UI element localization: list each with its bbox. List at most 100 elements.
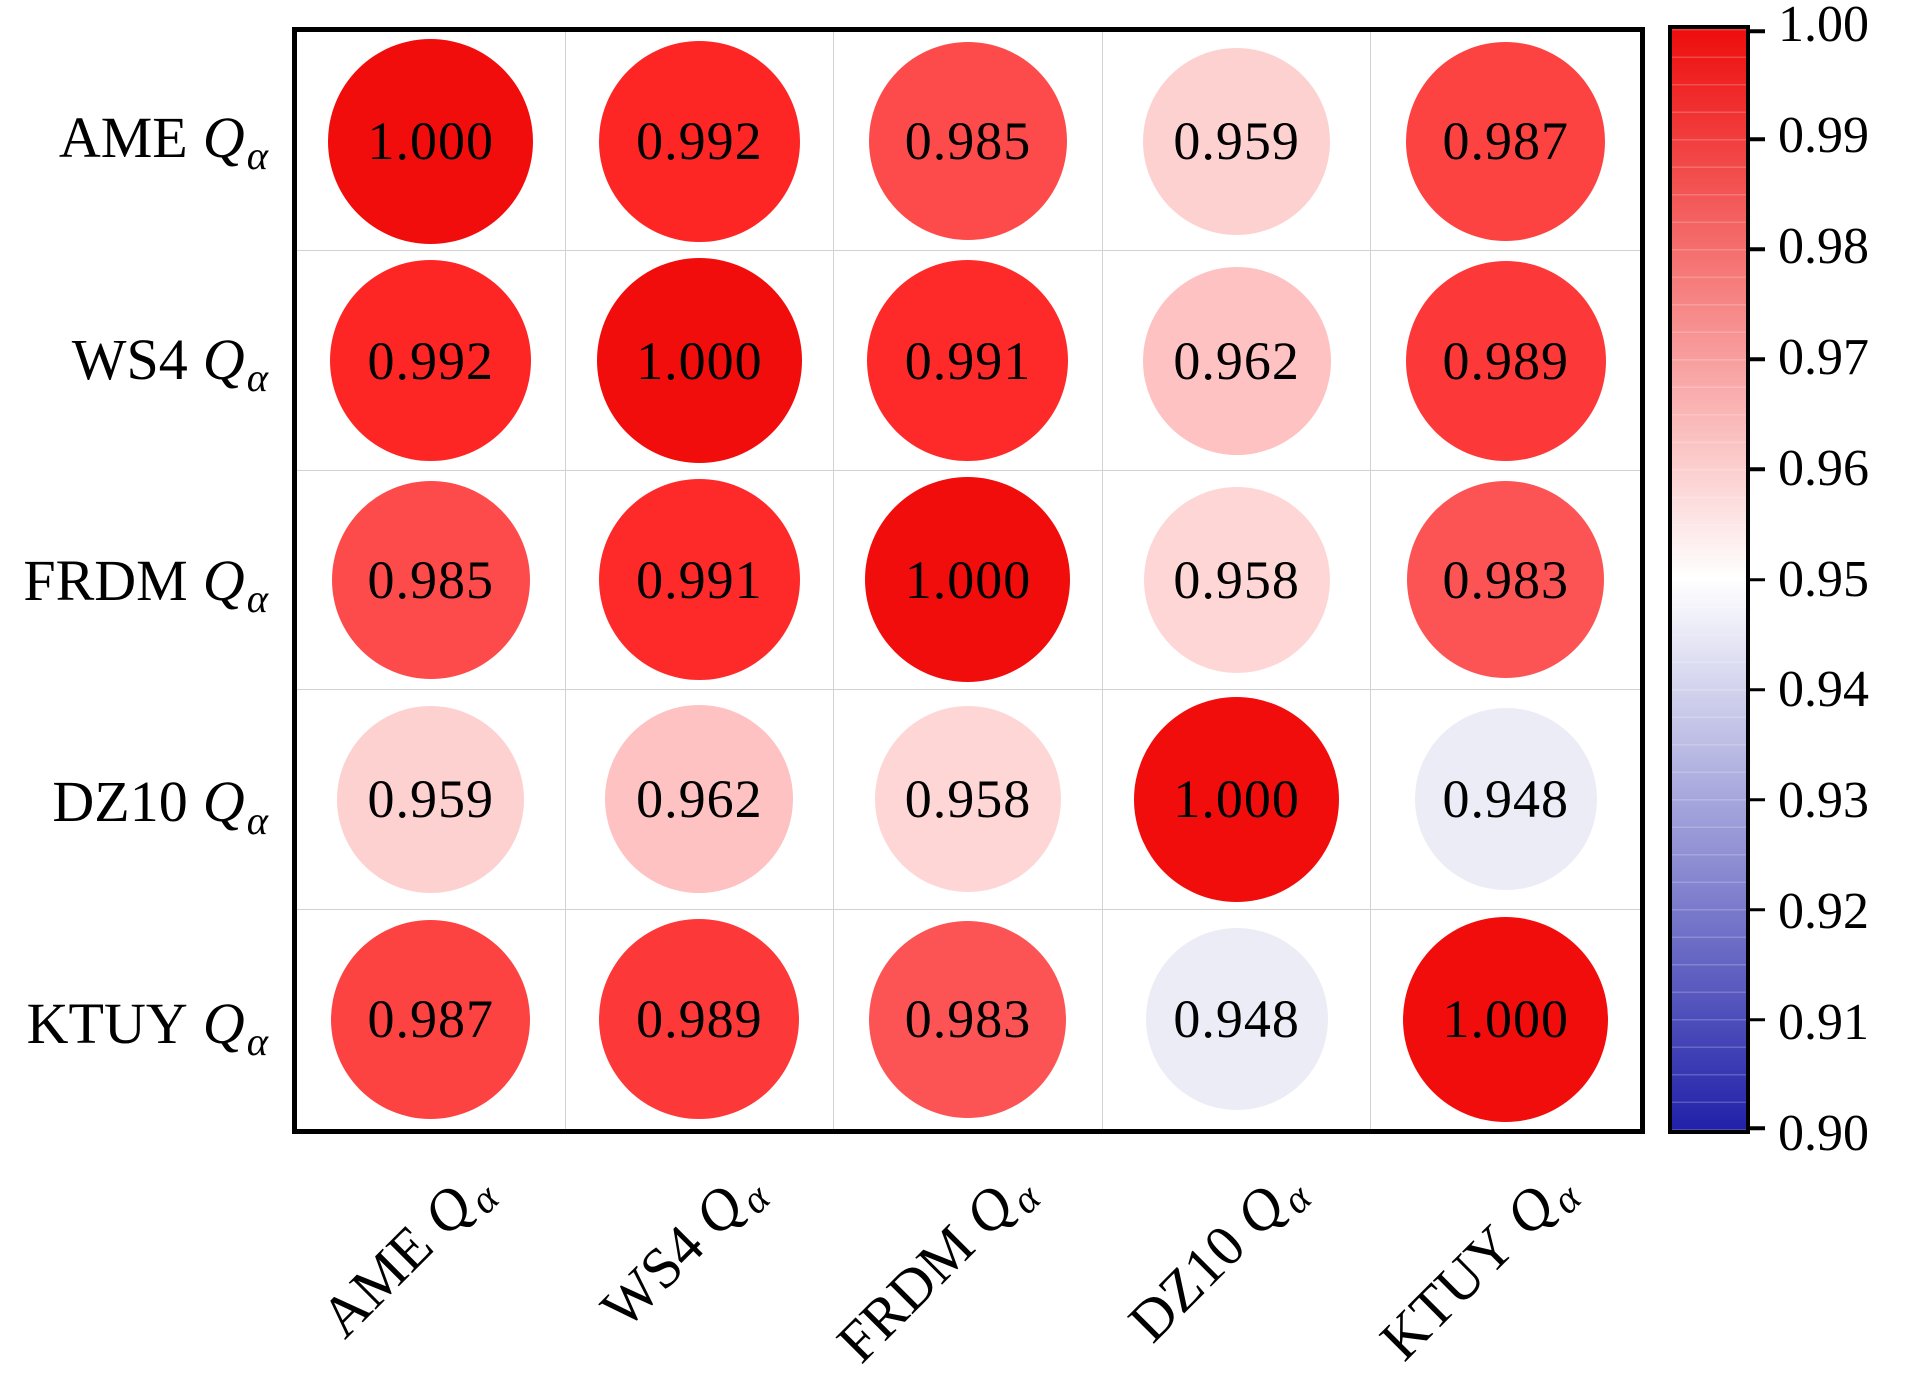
- correlation-value: 0.985: [904, 111, 1032, 172]
- correlation-value: 0.948: [1442, 769, 1569, 830]
- x-axis-label-text: AMEQα: [308, 1156, 508, 1350]
- matrix-cell: 0.962: [1102, 251, 1372, 471]
- q-symbol: Q: [202, 990, 245, 1056]
- y-axis-labels: AME Qα WS4 Qα FRDM Qα DZ10 Qα KTUY Qα: [0, 27, 280, 1134]
- colorbar: [1668, 25, 1765, 1134]
- colorbar-tick: [1746, 1126, 1765, 1130]
- matrix-cell: 0.985: [297, 470, 566, 691]
- correlation-bubble: 0.991: [867, 260, 1069, 462]
- colorbar-tick: [1746, 687, 1765, 692]
- y-axis-label-text: WS4 Qα: [72, 326, 268, 400]
- model-name: AME: [308, 1212, 446, 1350]
- colorbar-tick-label: 1.00: [1778, 0, 1869, 53]
- colorbar-tick: [1746, 797, 1765, 802]
- x-axis-label: FRDMQα: [823, 1155, 1049, 1375]
- correlation-bubble: 0.959: [337, 705, 525, 893]
- correlation-bubble: 0.987: [1406, 41, 1606, 241]
- colorbar-tick: [1746, 29, 1765, 33]
- correlation-value: 1.000: [367, 111, 495, 172]
- correlation-value: 0.983: [904, 989, 1032, 1050]
- correlation-bubble: 0.958: [1143, 486, 1330, 673]
- alpha-subscript: α: [246, 576, 268, 622]
- correlation-bubble: 0.992: [330, 260, 532, 462]
- correlation-bubble: 0.983: [869, 920, 1067, 1118]
- correlation-value: 0.948: [1173, 989, 1300, 1050]
- alpha-subscript: α: [246, 1019, 268, 1064]
- x-axis-labels: AMEQα WS4Qα FRDMQα DZ10Qα KTUYQα: [292, 1139, 1645, 1400]
- x-axis-label-text: WS4Qα: [587, 1156, 779, 1341]
- x-axis-label: KTUYQα: [1367, 1155, 1590, 1373]
- colorbar-tick: [1746, 357, 1765, 362]
- correlation-bubble: 0.989: [599, 919, 800, 1120]
- y-axis-label: DZ10 Qα: [0, 691, 280, 912]
- correlation-value: 0.992: [636, 111, 763, 172]
- y-axis-label: FRDM Qα: [0, 470, 280, 691]
- q-symbol: Q: [202, 326, 245, 392]
- colorbar-tick: [1746, 908, 1765, 912]
- q-symbol: Q: [202, 769, 245, 835]
- colorbar-tick-label: 0.95: [1778, 550, 1869, 608]
- y-axis-label-text: DZ10 Qα: [52, 768, 268, 842]
- colorbar-tick-label: 0.94: [1778, 661, 1869, 719]
- alpha-subscript: α: [246, 133, 268, 179]
- colorbar-tick-label: 0.98: [1778, 217, 1869, 275]
- y-axis-label: KTUY Qα: [0, 913, 280, 1134]
- matrix-cell: 0.962: [565, 690, 835, 910]
- correlation-bubble: 0.983: [1407, 481, 1605, 679]
- correlation-bubble: 0.962: [1142, 266, 1331, 455]
- alpha-subscript: α: [246, 797, 268, 843]
- matrix-cell: 0.989: [1371, 251, 1640, 471]
- correlation-bubble: 0.985: [331, 480, 530, 679]
- colorbar-tick: [1746, 467, 1765, 472]
- y-axis-label-text: FRDM Qα: [23, 547, 268, 621]
- correlation-value: 1.000: [636, 330, 763, 391]
- correlation-bubble: 0.959: [1143, 47, 1331, 235]
- matrix-cell: 0.959: [297, 690, 566, 910]
- alpha-subscript: α: [246, 354, 268, 400]
- model-name: KTUY: [1367, 1212, 1528, 1373]
- correlation-bubble: 0.948: [1414, 708, 1597, 891]
- model-name: FRDM: [824, 1212, 987, 1375]
- colorbar-tick-label: 0.93: [1778, 772, 1869, 830]
- colorbar-tick-label: 0.97: [1778, 328, 1869, 386]
- colorbar-tick: [1746, 1018, 1765, 1022]
- colorbar-tick: [1746, 137, 1765, 141]
- correlation-value: 0.962: [1173, 330, 1300, 391]
- colorbar-tick-label: 0.91: [1778, 994, 1869, 1052]
- y-axis-label-text: KTUY Qα: [27, 990, 268, 1064]
- correlation-bubble: 0.989: [1405, 260, 1606, 461]
- matrix-cell: 0.991: [565, 470, 835, 691]
- correlation-value: 0.958: [904, 769, 1032, 830]
- matrix-cell: 0.948: [1371, 690, 1640, 910]
- matrix-cell: 0.983: [1371, 471, 1640, 691]
- matrix-cell: 1.000: [834, 470, 1103, 691]
- correlation-value: 0.985: [367, 549, 495, 610]
- correlation-bubble: 0.948: [1145, 928, 1328, 1111]
- matrix-cell: 0.989: [566, 909, 835, 1129]
- matrix-cell: 0.958: [834, 690, 1103, 910]
- correlation-matrix-plot: 1.000 0.992 0.985 0.959 0.987 0.992 1.000 0.991…: [292, 27, 1645, 1134]
- x-axis-label: DZ10Qα: [1115, 1155, 1319, 1355]
- model-name: WS4: [587, 1212, 716, 1341]
- q-symbol: Q: [202, 105, 245, 171]
- correlation-bubble: 0.962: [605, 705, 794, 894]
- y-axis-label: AME Qα: [0, 27, 280, 248]
- matrix-cell: 0.948: [1103, 909, 1372, 1129]
- correlation-value: 1.000: [904, 549, 1032, 610]
- model-name: AME: [58, 105, 188, 171]
- correlation-value: 0.991: [636, 549, 763, 610]
- model-name: DZ10: [52, 769, 188, 835]
- correlation-bubble: 1.000: [865, 477, 1071, 683]
- colorbar-tick-label: 0.96: [1778, 439, 1869, 497]
- model-name: FRDM: [23, 548, 188, 614]
- matrix-cell: 1.000: [565, 251, 835, 471]
- correlation-bubble: 1.000: [596, 258, 802, 464]
- x-axis-label-text: DZ10Qα: [1115, 1156, 1319, 1355]
- correlation-bubble: 1.000: [328, 38, 534, 244]
- matrix-cell: 0.987: [1371, 32, 1640, 252]
- q-symbol: Q: [202, 548, 245, 614]
- model-name: DZ10: [1115, 1212, 1258, 1355]
- matrix-cell: 0.959: [1102, 32, 1372, 252]
- correlation-bubble: 0.991: [598, 479, 800, 681]
- x-axis-label-text: FRDMQα: [824, 1156, 1049, 1375]
